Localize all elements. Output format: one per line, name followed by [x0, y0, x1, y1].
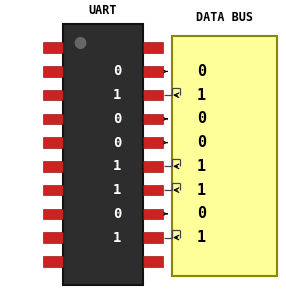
Text: 1: 1 — [113, 159, 122, 173]
Text: 0: 0 — [113, 64, 122, 79]
Bar — [143, 137, 163, 148]
Bar — [43, 114, 63, 124]
Text: 1: 1 — [197, 230, 206, 245]
Text: 1: 1 — [113, 230, 122, 244]
Text: 1: 1 — [197, 88, 206, 103]
Bar — [143, 90, 163, 101]
Bar — [172, 36, 277, 276]
Text: 0: 0 — [113, 136, 122, 150]
Bar — [143, 232, 163, 243]
Bar — [43, 256, 63, 266]
Bar — [43, 185, 63, 195]
Text: 0: 0 — [197, 111, 206, 126]
Text: 0: 0 — [197, 135, 206, 150]
Text: DATA BUS: DATA BUS — [196, 11, 253, 24]
Bar — [43, 232, 63, 243]
Bar — [143, 256, 163, 266]
Bar — [143, 185, 163, 195]
Bar — [143, 66, 163, 77]
Text: 0: 0 — [113, 207, 122, 221]
Bar — [143, 161, 163, 172]
Text: RECEIVING
UART: RECEIVING UART — [71, 0, 135, 16]
Bar — [143, 208, 163, 219]
Bar — [43, 161, 63, 172]
Circle shape — [76, 38, 86, 48]
Text: 0: 0 — [197, 206, 206, 221]
Bar — [143, 114, 163, 124]
Bar — [43, 43, 63, 53]
Bar — [63, 24, 143, 285]
Text: 1: 1 — [197, 183, 206, 198]
Text: 1: 1 — [197, 159, 206, 174]
Bar — [143, 43, 163, 53]
Text: 0: 0 — [113, 112, 122, 126]
Text: 1: 1 — [113, 183, 122, 197]
Bar — [43, 90, 63, 101]
Bar — [43, 66, 63, 77]
Text: 1: 1 — [113, 88, 122, 102]
Text: 0: 0 — [197, 64, 206, 79]
Bar — [43, 208, 63, 219]
Bar — [43, 137, 63, 148]
